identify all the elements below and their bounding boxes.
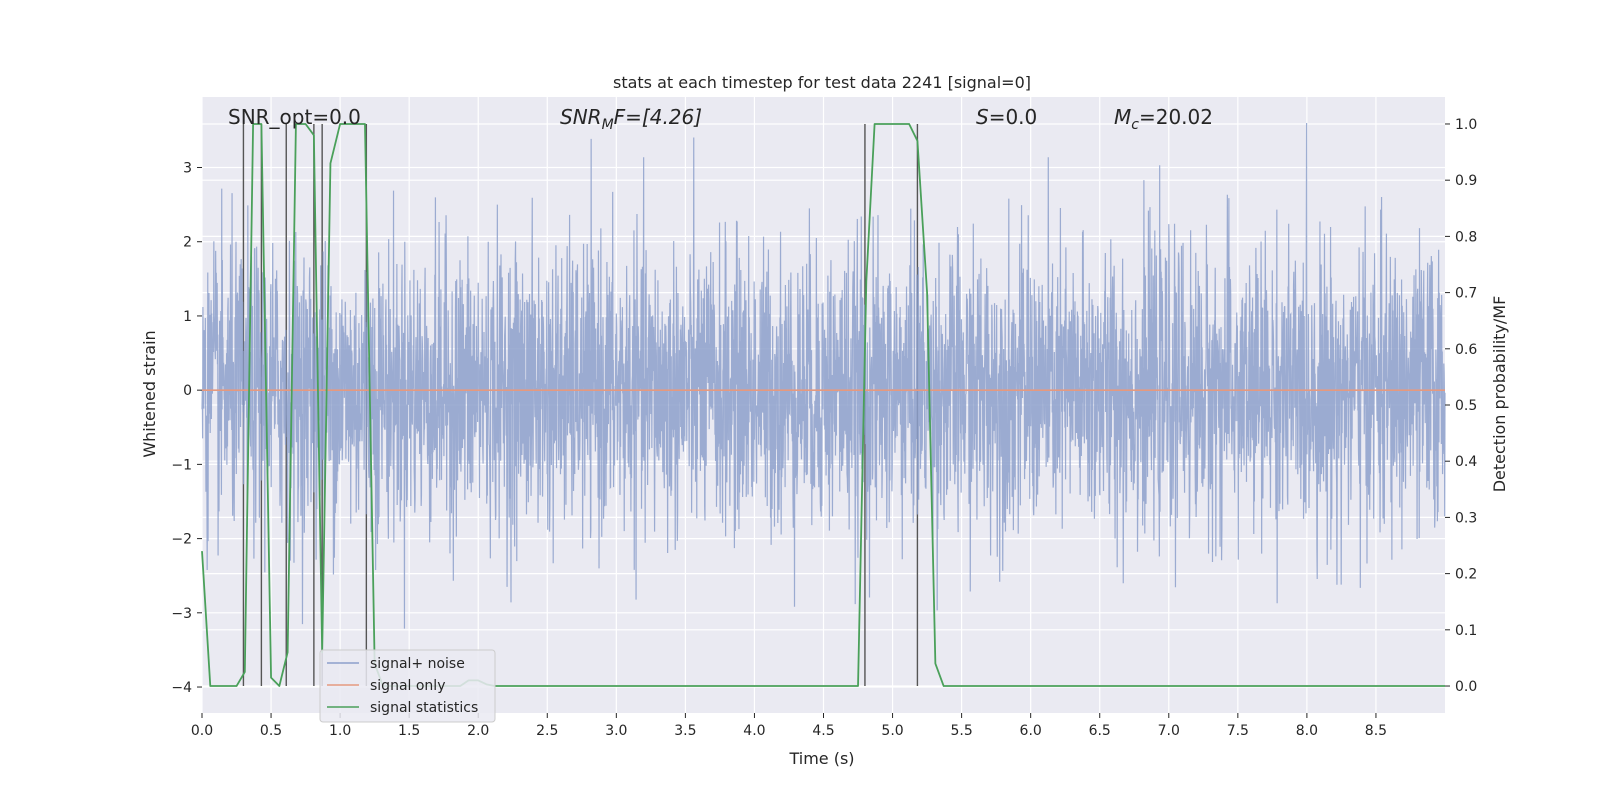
x-tick-label: 4.5	[812, 723, 834, 739]
chart-title: stats at each timestep for test data 224…	[613, 73, 1031, 92]
x-tick-label: 1.5	[398, 723, 420, 739]
x-axis-label: Time (s)	[788, 749, 854, 768]
annotation-snr-opt: SNR_opt=0.0	[228, 105, 361, 129]
annotation-snr-mf-tail: F=[4.26]	[614, 105, 702, 129]
x-tick-label: 3.5	[674, 723, 696, 739]
x-tick-label: 5.5	[950, 723, 972, 739]
y-tick-label: 3	[183, 161, 192, 177]
annotation-s-value: =0.0	[989, 105, 1038, 129]
y2-tick-label: 0.3	[1455, 510, 1477, 526]
x-tick-label: 0.5	[260, 723, 282, 739]
annotation-mc-value: =20.02	[1139, 105, 1213, 129]
y2-tick-label: 0.5	[1455, 398, 1477, 414]
x-tick-label: 2.5	[536, 723, 558, 739]
x-tick-label: 8.0	[1296, 723, 1318, 739]
annotation-mc-base: M	[1114, 105, 1131, 129]
y-axis-label: Whitened strain	[140, 330, 159, 457]
y2-tick-label: 0.8	[1455, 229, 1477, 245]
y-tick-label: 2	[183, 235, 192, 251]
y2-tick-label: 0.0	[1455, 679, 1477, 695]
annotation-s: S=0.0	[976, 105, 1037, 129]
legend-label-signal-statistics: signal statistics	[370, 700, 478, 716]
y-tick-label: 1	[183, 309, 192, 325]
annotation-snr-mf-base: SNR	[560, 105, 602, 129]
y2-tick-label: 0.2	[1455, 567, 1477, 583]
x-tick-label: 6.5	[1089, 723, 1111, 739]
x-tick-label: 5.0	[881, 723, 903, 739]
legend-label-signal-only: signal only	[370, 678, 445, 694]
annotations: SNR_opt=0.0 SNRMF=[4.26] S=0.0 Mc=20.02	[228, 105, 1213, 133]
y-tick-label: −1	[171, 457, 192, 473]
annotation-mc-sub: c	[1131, 117, 1139, 133]
y2-axis-label: Detection probability/MF	[1490, 296, 1509, 493]
x-tick-label: 4.0	[743, 723, 765, 739]
x-tick-label: 2.0	[467, 723, 489, 739]
y2-tick-label: 0.1	[1455, 623, 1477, 639]
y2-tick-label: 0.9	[1455, 173, 1477, 189]
line-signal-noise	[201, 122, 1446, 629]
annotation-mc: Mc=20.02	[1114, 105, 1213, 133]
annotation-snr-mf: SNRMF=[4.26]	[560, 105, 702, 133]
x-tick-label: 1.0	[329, 723, 351, 739]
x-tick-label: 7.5	[1227, 723, 1249, 739]
x-tick-label: 3.0	[605, 723, 627, 739]
x-tick-label: 7.0	[1158, 723, 1180, 739]
legend: signal+ noise signal only signal statist…	[319, 649, 496, 723]
y2-tick-label: 1.0	[1455, 117, 1477, 133]
y-tick-label: 0	[183, 383, 192, 399]
annotation-s-label: S	[976, 105, 989, 129]
x-axis-ticks: 0.0 0.5 1.0 1.5 2.0 2.5 3.0 3.5 4.0 4.5 5.0 5.5 6.0 6…	[191, 713, 1387, 739]
y-tick-label: −2	[171, 532, 192, 548]
x-tick-label: 8.5	[1365, 723, 1387, 739]
y-axis-ticks: −4 −3 −2 −1 0 1 2 3	[171, 161, 202, 696]
y2-tick-label: 0.6	[1455, 342, 1477, 358]
y2-tick-label: 0.4	[1455, 454, 1477, 470]
legend-label-signal-noise: signal+ noise	[370, 656, 465, 672]
y2-axis-ticks: 0.0 0.1 0.2 0.3 0.4 0.5 0.6 0.7 0.8 0.9 1.0	[1445, 117, 1477, 695]
x-tick-label: 0.0	[191, 723, 213, 739]
legend-box	[319, 649, 496, 723]
y2-tick-label: 0.7	[1455, 286, 1477, 302]
x-tick-label: 6.0	[1020, 723, 1042, 739]
y-tick-label: −4	[171, 680, 192, 696]
series-signal-noise	[201, 122, 1446, 629]
annotation-snr-mf-sub: M	[602, 117, 614, 133]
y-tick-label: −3	[171, 606, 192, 622]
